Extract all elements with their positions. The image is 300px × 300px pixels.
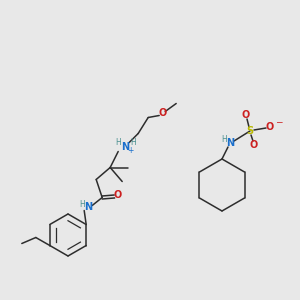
Text: H: H	[221, 136, 227, 145]
Text: N: N	[121, 142, 129, 152]
Text: S: S	[246, 126, 254, 136]
Text: O: O	[113, 190, 121, 200]
Text: O: O	[250, 140, 258, 150]
Text: H: H	[115, 138, 121, 147]
Text: O: O	[266, 122, 274, 132]
Text: H: H	[79, 200, 85, 209]
Text: −: −	[275, 118, 283, 127]
Text: O: O	[158, 107, 166, 118]
Text: O: O	[242, 110, 250, 120]
Text: N: N	[226, 138, 234, 148]
Text: N: N	[84, 202, 92, 212]
Text: +: +	[127, 146, 134, 155]
Text: H: H	[130, 138, 136, 147]
